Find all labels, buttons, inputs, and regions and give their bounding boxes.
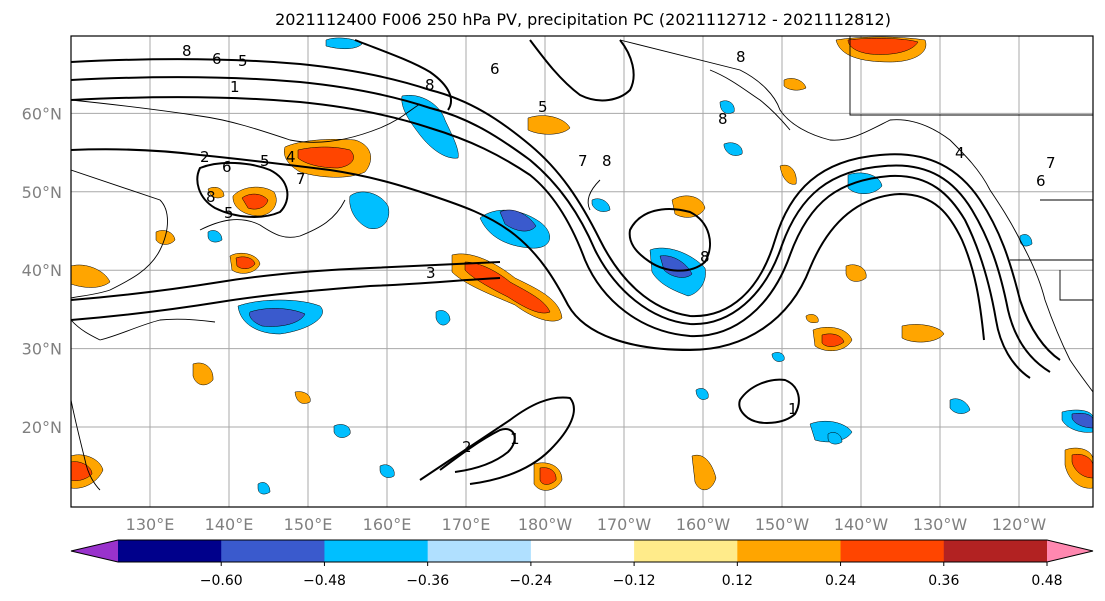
lat-tick-label: 30°N (22, 340, 62, 359)
colorbar-extend-min (71, 540, 118, 562)
colorbar: −0.60 −0.48 −0.36 −0.24 −0.12 0.12 0.24 0.36 0.4… (70, 539, 1094, 589)
pv-label: 5 (260, 152, 270, 170)
lon-tick-label: 120°W (992, 515, 1047, 534)
pv-label: 8 (718, 110, 728, 128)
lon-tick-label: 170°W (597, 515, 652, 534)
map-title: 2021112400 F006 250 hPa PV, precipitatio… (275, 10, 891, 29)
pv-label: 6 (490, 60, 500, 78)
colorbar-segment (943, 540, 1048, 562)
colorbar-segment (634, 540, 738, 562)
pv-label: 5 (238, 52, 248, 70)
lon-tick-label: 150°W (755, 515, 810, 534)
pv-label: 1 (788, 400, 798, 418)
colorbar-tick-label: 0.48 (1031, 573, 1062, 589)
pv-label: 2 (462, 438, 472, 456)
pv-label: 7 (578, 152, 588, 170)
colorbar-segment (427, 540, 532, 562)
colorbar-tick-label: 0.24 (825, 573, 856, 589)
pv-label: 7 (296, 170, 306, 188)
lon-tick-label: 130°E (126, 515, 175, 534)
colorbar-segment (737, 540, 842, 562)
colorbar-segment (221, 540, 325, 562)
lon-tick-label: 140°E (205, 515, 254, 534)
map-frame (70, 35, 1094, 508)
lat-tick-label: 40°N (22, 261, 62, 280)
precipitation-positive-patches (71, 36, 1093, 491)
lon-tick-label: 130°W (913, 515, 968, 534)
lat-tick-label: 20°N (22, 418, 62, 437)
lon-tick-label: 160°W (676, 515, 731, 534)
pv-label: 8 (182, 42, 192, 60)
precipitation-negative-patches (207, 37, 1093, 495)
colorbar-segment (530, 540, 635, 562)
pv-label: 3 (426, 264, 436, 282)
pv-label: 4 (955, 144, 965, 162)
pv-label: 4 (286, 148, 296, 166)
map-panel: 8 6 5 1 8 6 5 4 6 5 2 8 7 5 3 7 8 8 8 4 … (71, 36, 1093, 507)
pv-label: 6 (1036, 172, 1046, 190)
pv-label: 2 (200, 148, 210, 166)
colorbar-extend-max (1047, 540, 1093, 562)
coastlines (71, 36, 1093, 491)
pv-label: 8 (700, 248, 710, 266)
lat-tick-label: 50°N (22, 183, 62, 202)
colorbar-segment (840, 540, 945, 562)
pv-label: 1 (230, 78, 240, 96)
colorbar-tick-label: −0.24 (509, 573, 552, 589)
pv-contour-labels: 8 6 5 1 8 6 5 4 6 5 2 8 7 5 3 7 8 8 8 4 … (182, 42, 1056, 456)
colorbar-segment (118, 540, 222, 562)
pv-label: 6 (222, 158, 232, 176)
latitude-tick-labels: 60°N 50°N 40°N 30°N 20°N (22, 104, 62, 437)
pv-label: 8 (425, 76, 435, 94)
pv-label: 7 (1046, 154, 1056, 172)
colorbar-tick-label: −0.48 (303, 573, 346, 589)
lat-tick-label: 60°N (22, 104, 62, 123)
pv-label: 5 (538, 98, 548, 116)
pv-label: 8 (206, 188, 216, 206)
colorbar-tick-label: −0.36 (406, 573, 449, 589)
pv-label: 5 (224, 204, 234, 222)
pv-label: 8 (736, 48, 746, 66)
lon-tick-label: 140°W (834, 515, 889, 534)
colorbar-tick-label: −0.60 (200, 573, 243, 589)
colorbar-tick-label: 0.36 (928, 573, 959, 589)
lon-tick-label: 150°E (284, 515, 333, 534)
lon-tick-label: 160°E (363, 515, 412, 534)
longitude-tick-labels: 130°E 140°E 150°E 160°E 170°E 180°W 170°W 160°W… (126, 515, 1047, 534)
pv-label: 8 (602, 152, 612, 170)
colorbar-segment (324, 540, 429, 562)
lon-tick-label: 180°W (518, 515, 573, 534)
colorbar-tick-label: −0.12 (613, 573, 656, 589)
lon-tick-label: 170°E (442, 515, 491, 534)
colorbar-tick-label: 0.12 (722, 573, 753, 589)
pv-label: 1 (510, 430, 520, 448)
pv-label: 6 (212, 50, 222, 68)
pv-contours (71, 39, 1061, 485)
